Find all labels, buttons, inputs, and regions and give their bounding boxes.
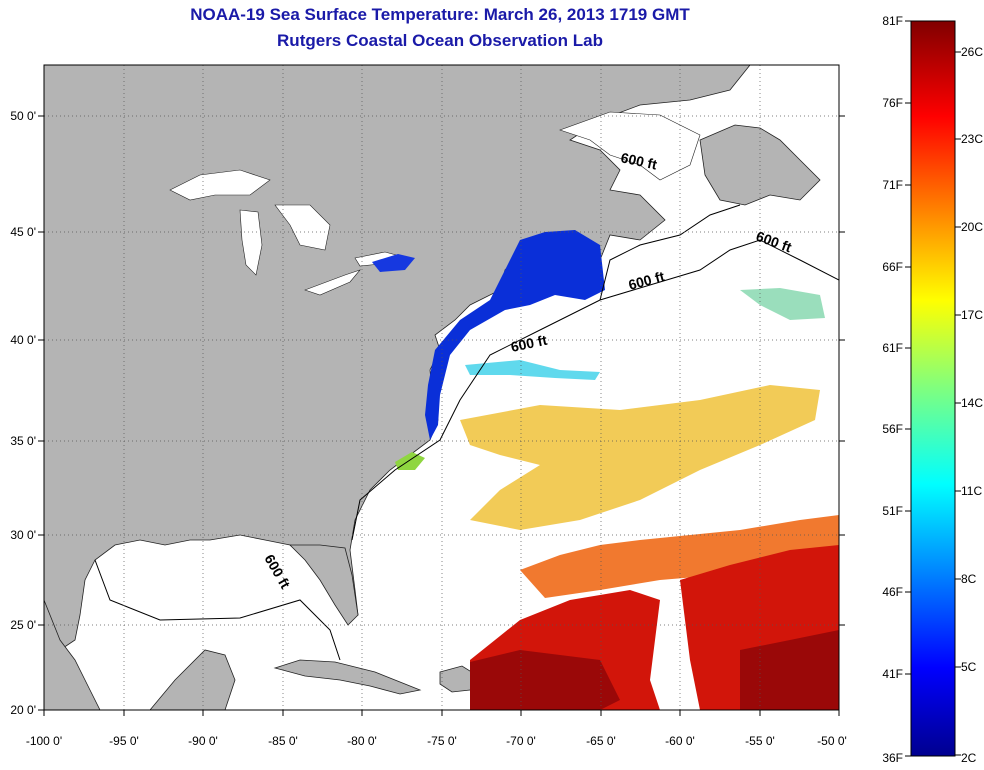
lat-tick-label: 35 0' (10, 434, 36, 448)
lon-tick-label: -65 0' (586, 734, 616, 748)
sst-darkred-south (470, 630, 839, 710)
lat-tick-label: 50 0' (10, 109, 36, 123)
lat-tick-label: 25 0' (10, 618, 36, 632)
lon-tick-label: -95 0' (109, 734, 139, 748)
lon-tick-label: -55 0' (745, 734, 775, 748)
isobath-label: 600 ft (509, 332, 548, 355)
sst-great-lake-patch (372, 254, 415, 272)
sst-mid-atlantic-yellow (460, 385, 820, 530)
sst-shelf-cyan (465, 360, 600, 380)
lon-tick-label: -90 0' (188, 734, 218, 748)
colorbar-c-label: 20C (961, 220, 983, 234)
colorbar (910, 20, 956, 757)
lat-tick-label: 40 0' (10, 333, 36, 347)
lon-tick-label: -70 0' (506, 734, 536, 748)
colorbar-f-label: 56F (882, 422, 903, 436)
colorbar-c-label: 8C (961, 572, 977, 586)
lon-tick-label: -50 0' (817, 734, 847, 748)
lon-tick-label: -85 0' (268, 734, 298, 748)
lon-tick-label: -75 0' (427, 734, 457, 748)
lat-tick-label: 20 0' (10, 703, 36, 717)
gulf-st-lawrence (559, 111, 701, 181)
lake-superior (169, 169, 271, 201)
land-florida (289, 544, 359, 626)
colorbar-f-label: 66F (882, 260, 903, 274)
chart-title: NOAA-19 Sea Surface Temperature: March 2… (190, 5, 690, 24)
colorbar-f-label: 36F (882, 751, 903, 765)
colorbar-c-label: 11C (961, 484, 982, 498)
land-cuba (273, 659, 422, 695)
colorbar-f-label: 51F (882, 504, 903, 518)
sst-gulf-of-maine (425, 230, 605, 440)
colorbar-f-label: 81F (882, 14, 903, 28)
chart-subtitle: Rutgers Coastal Ocean Observation Lab (277, 31, 603, 50)
lon-tick-label: -80 0' (347, 734, 377, 748)
isobath-line (94, 204, 839, 661)
land-yucatan (149, 649, 236, 710)
colorbar-c-label: 23C (961, 132, 983, 146)
lake-michigan-huron (239, 204, 331, 276)
colorbar-f-label: 41F (882, 667, 903, 681)
colorbar-c-label: 5C (961, 660, 977, 674)
colorbar-c-label: 26C (961, 45, 983, 59)
lat-tick-label: 30 0' (10, 528, 36, 542)
axis-ticks (38, 115, 845, 716)
isobath-label: 600 ft (619, 149, 658, 172)
colorbar-f-label: 71F (882, 178, 903, 192)
colorbar-f-label: 76F (882, 96, 903, 110)
sst-northeast-green (740, 288, 825, 320)
colorbar-c-label: 14C (961, 396, 983, 410)
sst-orange-band (520, 515, 839, 598)
land-mexico (44, 599, 101, 710)
lon-tick-label: -100 0' (26, 734, 62, 748)
colorbar-f-label: 46F (882, 585, 903, 599)
colorbar-c-label: 17C (961, 308, 983, 322)
colorbar-f-label: 61F (882, 341, 903, 355)
lat-tick-label: 45 0' (10, 225, 36, 239)
grid (44, 65, 839, 710)
colorbar-ticks (905, 20, 961, 757)
lon-tick-label: -60 0' (665, 734, 695, 748)
colorbar-c-label: 2C (961, 751, 977, 765)
